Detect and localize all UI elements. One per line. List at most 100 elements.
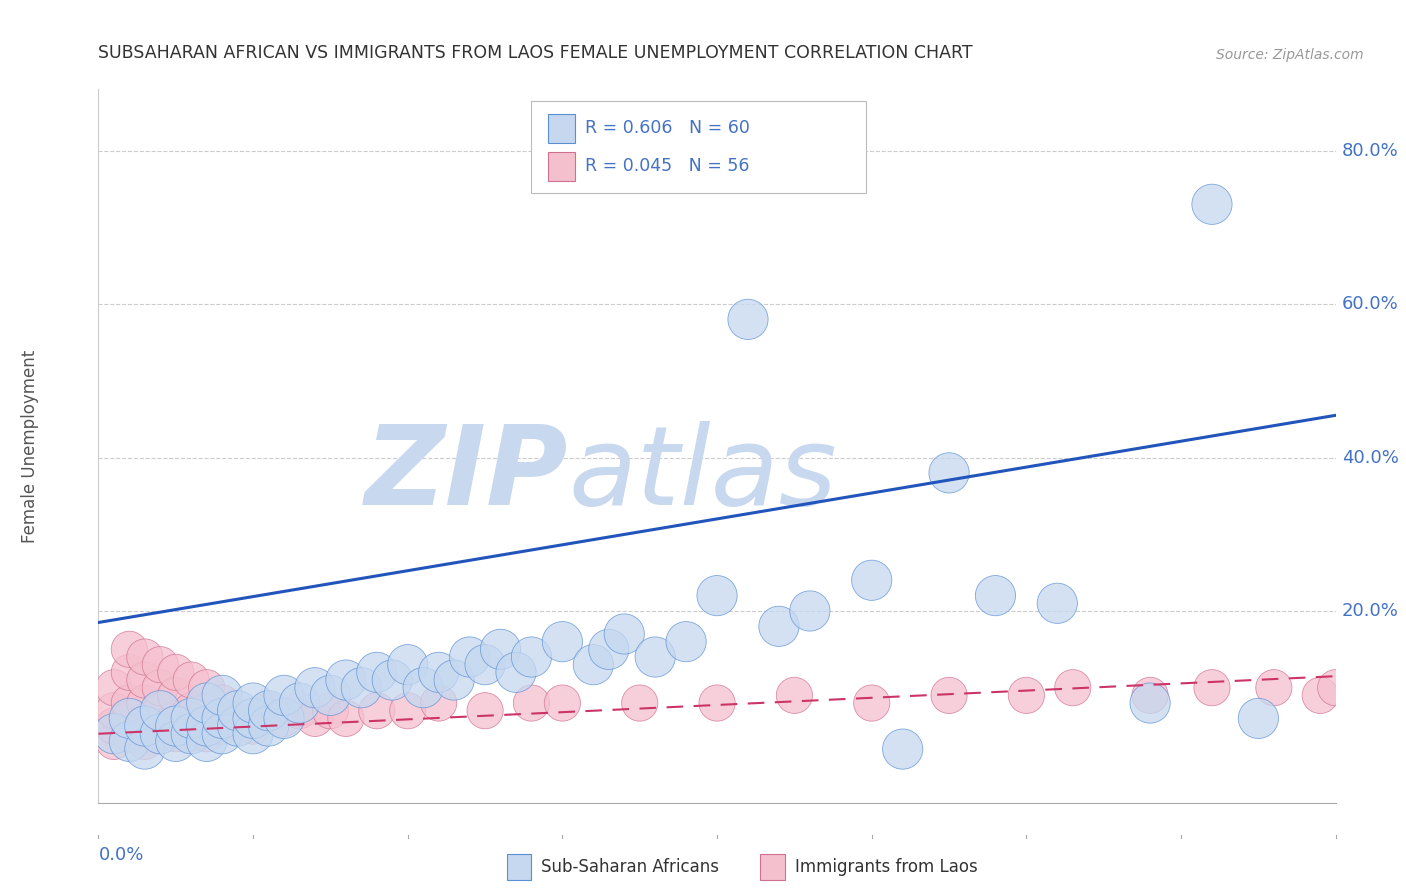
Ellipse shape bbox=[359, 692, 395, 729]
FancyBboxPatch shape bbox=[531, 102, 866, 193]
Ellipse shape bbox=[202, 714, 242, 754]
Ellipse shape bbox=[697, 575, 737, 615]
Ellipse shape bbox=[266, 700, 302, 737]
Ellipse shape bbox=[96, 670, 132, 706]
Ellipse shape bbox=[188, 670, 225, 706]
Ellipse shape bbox=[204, 685, 240, 721]
Ellipse shape bbox=[142, 692, 179, 729]
Ellipse shape bbox=[621, 685, 658, 721]
Ellipse shape bbox=[218, 706, 257, 747]
Ellipse shape bbox=[156, 706, 195, 747]
Ellipse shape bbox=[404, 667, 443, 708]
Ellipse shape bbox=[202, 698, 242, 739]
Ellipse shape bbox=[1256, 670, 1292, 706]
Ellipse shape bbox=[142, 715, 179, 752]
Ellipse shape bbox=[127, 685, 163, 721]
Ellipse shape bbox=[141, 690, 180, 731]
Text: Female Unemployment: Female Unemployment bbox=[21, 350, 39, 542]
Ellipse shape bbox=[1302, 677, 1339, 714]
Ellipse shape bbox=[111, 700, 148, 737]
Ellipse shape bbox=[141, 714, 180, 754]
Ellipse shape bbox=[173, 715, 209, 752]
Ellipse shape bbox=[96, 708, 132, 744]
Ellipse shape bbox=[450, 637, 489, 677]
Ellipse shape bbox=[202, 675, 242, 715]
Ellipse shape bbox=[204, 708, 240, 744]
Ellipse shape bbox=[326, 660, 366, 700]
Ellipse shape bbox=[173, 692, 209, 729]
Ellipse shape bbox=[187, 683, 226, 723]
Ellipse shape bbox=[419, 652, 458, 692]
Ellipse shape bbox=[233, 683, 273, 723]
Ellipse shape bbox=[111, 685, 148, 721]
Text: 40.0%: 40.0% bbox=[1341, 449, 1399, 467]
Text: 20.0%: 20.0% bbox=[1341, 602, 1399, 620]
Ellipse shape bbox=[790, 591, 830, 631]
Text: Source: ZipAtlas.com: Source: ZipAtlas.com bbox=[1216, 48, 1364, 62]
Text: 80.0%: 80.0% bbox=[1341, 142, 1399, 160]
Ellipse shape bbox=[481, 629, 520, 669]
Ellipse shape bbox=[467, 692, 503, 729]
Ellipse shape bbox=[589, 629, 628, 669]
Ellipse shape bbox=[142, 647, 179, 682]
Text: ZIP: ZIP bbox=[366, 421, 568, 528]
Ellipse shape bbox=[187, 722, 226, 762]
Ellipse shape bbox=[264, 698, 304, 739]
Ellipse shape bbox=[465, 645, 505, 685]
Ellipse shape bbox=[173, 662, 209, 698]
Ellipse shape bbox=[853, 685, 890, 721]
Text: atlas: atlas bbox=[568, 421, 837, 528]
Ellipse shape bbox=[776, 677, 813, 714]
Ellipse shape bbox=[357, 652, 396, 692]
Ellipse shape bbox=[110, 698, 149, 739]
Ellipse shape bbox=[125, 729, 165, 769]
Bar bbox=[761, 855, 785, 880]
Ellipse shape bbox=[172, 714, 211, 754]
Ellipse shape bbox=[157, 677, 194, 714]
Ellipse shape bbox=[250, 692, 287, 729]
Ellipse shape bbox=[127, 708, 163, 744]
Bar bbox=[547, 114, 575, 143]
Ellipse shape bbox=[264, 675, 304, 715]
Ellipse shape bbox=[852, 560, 891, 600]
Ellipse shape bbox=[759, 607, 799, 647]
Ellipse shape bbox=[513, 685, 550, 721]
Ellipse shape bbox=[125, 706, 165, 747]
Ellipse shape bbox=[1130, 683, 1170, 723]
Ellipse shape bbox=[699, 685, 735, 721]
Ellipse shape bbox=[127, 723, 163, 759]
Ellipse shape bbox=[1132, 677, 1168, 714]
Ellipse shape bbox=[111, 632, 148, 667]
Ellipse shape bbox=[233, 698, 273, 739]
Ellipse shape bbox=[883, 729, 922, 769]
Text: 60.0%: 60.0% bbox=[1341, 295, 1399, 313]
Ellipse shape bbox=[188, 692, 225, 729]
Ellipse shape bbox=[976, 575, 1015, 615]
Ellipse shape bbox=[127, 639, 163, 675]
Ellipse shape bbox=[328, 700, 364, 737]
Ellipse shape bbox=[1008, 677, 1045, 714]
Text: R = 0.606   N = 60: R = 0.606 N = 60 bbox=[585, 120, 749, 137]
Ellipse shape bbox=[388, 645, 427, 685]
Text: 0.0%: 0.0% bbox=[98, 846, 143, 863]
Ellipse shape bbox=[281, 692, 318, 729]
Ellipse shape bbox=[127, 662, 163, 698]
Ellipse shape bbox=[156, 722, 195, 762]
Ellipse shape bbox=[1317, 670, 1354, 706]
Ellipse shape bbox=[142, 670, 179, 706]
Ellipse shape bbox=[543, 622, 582, 662]
Ellipse shape bbox=[233, 714, 273, 754]
Ellipse shape bbox=[219, 700, 256, 737]
Text: SUBSAHARAN AFRICAN VS IMMIGRANTS FROM LAOS FEMALE UNEMPLOYMENT CORRELATION CHART: SUBSAHARAN AFRICAN VS IMMIGRANTS FROM LA… bbox=[98, 45, 973, 62]
Ellipse shape bbox=[1054, 670, 1091, 706]
Ellipse shape bbox=[666, 622, 706, 662]
Ellipse shape bbox=[512, 637, 551, 677]
Ellipse shape bbox=[111, 654, 148, 690]
Ellipse shape bbox=[96, 723, 132, 759]
Ellipse shape bbox=[373, 660, 412, 700]
Text: Sub-Saharan Africans: Sub-Saharan Africans bbox=[541, 858, 720, 876]
Ellipse shape bbox=[110, 722, 149, 762]
Ellipse shape bbox=[157, 654, 194, 690]
Ellipse shape bbox=[389, 692, 426, 729]
Ellipse shape bbox=[295, 667, 335, 708]
